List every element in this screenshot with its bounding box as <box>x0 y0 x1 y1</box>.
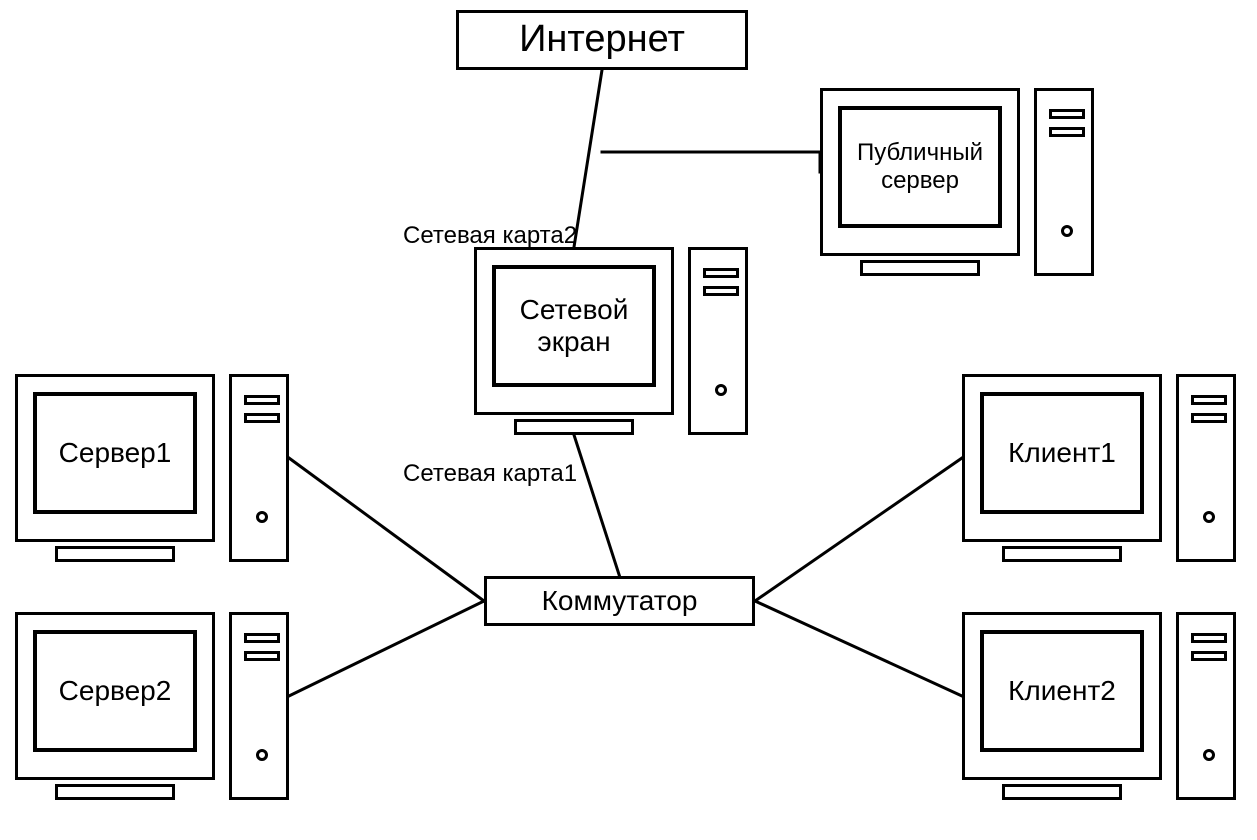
tower-slot <box>1191 395 1227 405</box>
screen: Сервер1 <box>33 392 197 514</box>
wire <box>602 152 820 172</box>
screen-label-1: Публичный <box>857 139 983 167</box>
internet-label: Интернет <box>519 18 685 62</box>
wire <box>755 458 962 601</box>
screen: Клиент2 <box>980 630 1144 752</box>
screen-label-1: Сервер1 <box>59 437 172 469</box>
switch-label: Коммутатор <box>542 585 698 617</box>
tower <box>229 374 289 562</box>
wire <box>574 435 620 576</box>
screen: Сетевойэкран <box>492 265 656 387</box>
computer-server1: Сервер1 <box>15 374 289 562</box>
screen: Публичныйсервер <box>838 106 1002 228</box>
tower-button <box>256 749 268 761</box>
tower <box>1176 612 1236 800</box>
monitor-stand <box>55 546 175 562</box>
monitor-stand <box>514 419 634 435</box>
wire <box>289 601 484 696</box>
tower <box>1034 88 1094 276</box>
tower-slot <box>244 633 280 643</box>
tower-button <box>256 511 268 523</box>
screen-label-2: экран <box>537 326 610 358</box>
tower-slot <box>244 413 280 423</box>
tower-button <box>1061 225 1073 237</box>
computer-server2: Сервер2 <box>15 612 289 800</box>
computer-public: Публичныйсервер <box>820 88 1094 276</box>
computer-firewall: Сетевойэкран <box>474 247 748 435</box>
monitor-stand <box>860 260 980 276</box>
screen-label-1: Сетевой <box>520 294 629 326</box>
tower <box>1176 374 1236 562</box>
diagram-stage: Интернет Коммутатор Сетевая карта2 Сетев… <box>0 0 1257 840</box>
monitor-stand <box>1002 784 1122 800</box>
tower-slot <box>1191 413 1227 423</box>
screen-label-1: Сервер2 <box>59 675 172 707</box>
tower-slot <box>1049 127 1085 137</box>
tower-button <box>1203 749 1215 761</box>
screen-label-1: Клиент2 <box>1008 675 1116 707</box>
computer-client2: Клиент2 <box>962 612 1236 800</box>
tower-slot <box>1191 651 1227 661</box>
nic1-label: Сетевая карта1 <box>403 460 577 488</box>
monitor-stand <box>1002 546 1122 562</box>
tower-button <box>1203 511 1215 523</box>
screen: Сервер2 <box>33 630 197 752</box>
tower <box>688 247 748 435</box>
tower-slot <box>244 395 280 405</box>
screen: Клиент1 <box>980 392 1144 514</box>
screen-label-2: сервер <box>881 167 959 195</box>
tower-button <box>715 384 727 396</box>
wire <box>755 601 962 696</box>
tower-slot <box>1049 109 1085 119</box>
computer-client1: Клиент1 <box>962 374 1236 562</box>
nic2-label: Сетевая карта2 <box>403 222 577 250</box>
screen-label-1: Клиент1 <box>1008 437 1116 469</box>
switch-node: Коммутатор <box>484 576 755 626</box>
tower <box>229 612 289 800</box>
monitor-stand <box>55 784 175 800</box>
tower-slot <box>703 268 739 278</box>
wire <box>574 70 602 247</box>
tower-slot <box>1191 633 1227 643</box>
internet-node: Интернет <box>456 10 748 70</box>
tower-slot <box>703 286 739 296</box>
tower-slot <box>244 651 280 661</box>
